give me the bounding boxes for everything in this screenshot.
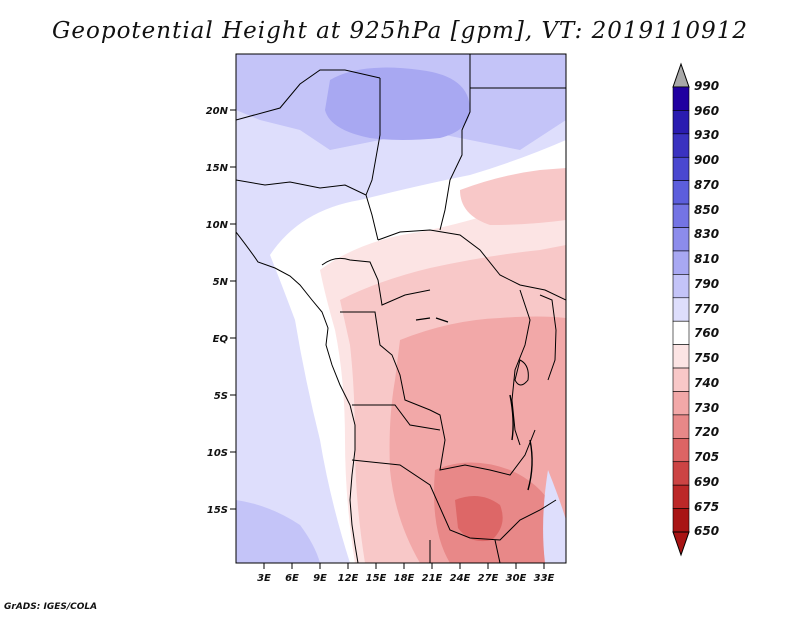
colorbar-label: 730 <box>694 401 719 415</box>
footer-credit: GrADS: IGES/COLA <box>4 602 98 612</box>
lat-label: 10S <box>207 448 228 459</box>
lake-victoria <box>514 359 529 386</box>
border-sahel <box>236 179 379 241</box>
border-central-africa <box>377 229 566 301</box>
boundaries <box>236 54 566 563</box>
colorbar-label: 770 <box>694 302 719 316</box>
height-field <box>236 54 566 563</box>
lon-label: 12E <box>338 573 359 584</box>
colorbar-label: 810 <box>694 252 719 266</box>
lon-label: 18E <box>394 573 415 584</box>
border-south-2 <box>494 539 501 563</box>
colorbar-label: 790 <box>694 277 719 291</box>
lon-label: 15E <box>366 573 387 584</box>
map-frame <box>235 53 567 564</box>
lat-label: 15N <box>206 163 229 174</box>
colorbar-label: 720 <box>694 425 719 439</box>
lat-label: EQ <box>213 334 229 345</box>
colorbar-label: 740 <box>694 376 719 390</box>
colorbar-box <box>672 438 690 463</box>
lon-label: 3E <box>257 573 271 584</box>
colorbar-box <box>672 367 690 392</box>
colorbar-label: 750 <box>694 351 719 365</box>
colorbar-box <box>672 297 690 322</box>
lat-label: 5S <box>214 391 228 402</box>
border-north-west <box>236 69 381 121</box>
lon-label: 27E <box>478 573 499 584</box>
colorbar-label: 870 <box>694 178 719 192</box>
colorbar-box <box>672 180 690 205</box>
colorbar-box <box>672 133 690 158</box>
lake-malawi <box>527 439 533 491</box>
colorbar-box <box>672 156 690 181</box>
lat-axis: 20N 15N 10N 5N EQ 5S 10S 15S <box>206 106 236 516</box>
lat-label: 5N <box>213 277 229 288</box>
colorbar-box <box>672 86 690 111</box>
lon-label: 6E <box>285 573 299 584</box>
colorbar: 990 960 930 900 870 850 830 810 790 770 … <box>672 62 719 557</box>
border-north-east <box>439 54 471 231</box>
border-congo <box>340 311 536 476</box>
colorbar-box <box>672 320 690 345</box>
lat-label: 15S <box>207 505 228 516</box>
colorbar-boxes <box>672 86 690 533</box>
lon-label: 33E <box>534 573 555 584</box>
colorbar-label: 650 <box>694 524 719 538</box>
lon-axis: 3E 6E 9E 12E 15E 18E 21E 24E 27E 30E 33E <box>257 563 555 584</box>
colorbar-label: 900 <box>694 153 719 167</box>
colorbar-box <box>672 203 690 228</box>
colorbar-label: 960 <box>694 104 719 118</box>
lon-label: 24E <box>450 573 471 584</box>
colorbar-box <box>672 508 690 533</box>
field-790-nw <box>236 54 300 96</box>
colorbar-box <box>672 227 690 252</box>
colorbar-box <box>672 414 690 439</box>
colorbar-label: 705 <box>694 450 719 464</box>
river-marks <box>415 317 449 323</box>
border-cameroon <box>321 257 431 306</box>
colorbar-label: 690 <box>694 475 719 489</box>
colorbar-bottom-arrow <box>672 531 690 557</box>
lon-label: 30E <box>506 573 527 584</box>
field-810-north <box>325 67 470 140</box>
colorbar-label: 850 <box>694 203 719 217</box>
border-north-central <box>365 78 381 196</box>
colorbar-box <box>672 110 690 135</box>
colorbar-box <box>672 344 690 369</box>
colorbar-top-arrow <box>672 62 690 88</box>
colorbar-label: 760 <box>694 326 719 340</box>
colorbar-label: 930 <box>694 128 719 142</box>
lat-label: 20N <box>206 106 229 117</box>
colorbar-label: 675 <box>694 500 719 514</box>
colorbar-label: 830 <box>694 227 719 241</box>
field-790-sw <box>236 500 320 563</box>
field-705 <box>455 496 503 542</box>
border-rift <box>511 289 531 446</box>
colorbar-label: 990 <box>694 79 719 93</box>
border-angola-north <box>352 404 441 431</box>
border-angola-zambia <box>351 459 557 541</box>
map-title: Geopotential Height at 925hPa [gpm], VT:… <box>52 18 748 44</box>
lake-tanganyika <box>509 394 514 441</box>
lat-label: 10N <box>206 220 229 231</box>
border-uganda <box>539 294 557 381</box>
coastline <box>236 231 359 563</box>
colorbar-box <box>672 250 690 275</box>
lon-label: 21E <box>422 573 443 584</box>
colorbar-box <box>672 274 690 299</box>
colorbar-box <box>672 484 690 509</box>
colorbar-box <box>672 461 690 486</box>
colorbar-box <box>672 391 690 416</box>
field-740-north <box>460 168 566 225</box>
lon-label: 9E <box>313 573 327 584</box>
field-770-southeast <box>543 470 566 563</box>
